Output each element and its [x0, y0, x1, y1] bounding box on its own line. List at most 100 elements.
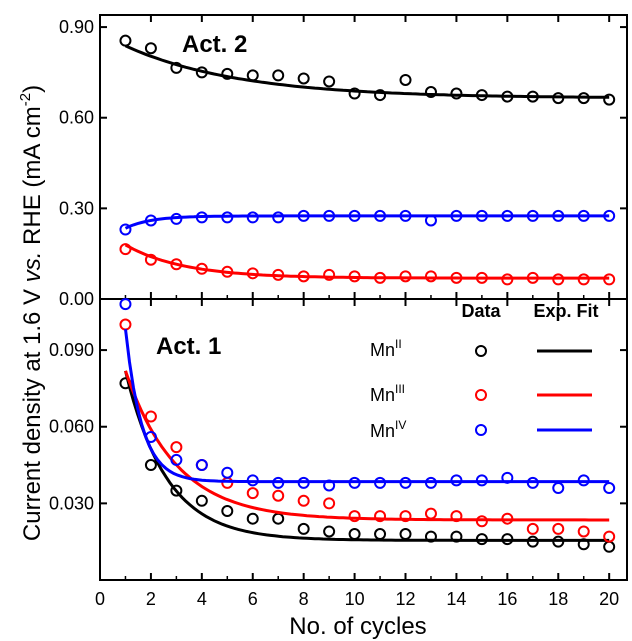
- data-point-1-2-4: [221, 466, 234, 479]
- data-point-1-0-14: [475, 533, 488, 546]
- data-point-0-2-4: [221, 211, 234, 224]
- legend-label-mn3-base: Mn: [370, 385, 395, 405]
- x-tick-label-7: 14: [446, 589, 466, 609]
- y-axis-label-sup: -2: [17, 93, 34, 106]
- x-tick-label-9: 18: [548, 589, 568, 609]
- legend-label-mn4-base: Mn: [370, 421, 395, 441]
- data-point-1-2-15: [501, 471, 514, 484]
- data-point-0-2-14: [475, 209, 488, 222]
- data-point-0-2-1: [144, 214, 157, 227]
- data-point-0-0-15: [501, 90, 514, 103]
- data-point-0-1-14: [475, 271, 488, 284]
- data-point-1-2-7: [297, 476, 310, 489]
- data-point-0-2-10: [374, 209, 387, 222]
- data-point-1-1-13: [450, 510, 463, 523]
- data-point-0-2-9: [348, 209, 361, 222]
- data-point-1-1-4: [221, 476, 234, 489]
- legend-label-mn2-base: Mn: [370, 340, 395, 360]
- data-point-1-0-12: [424, 530, 437, 543]
- data-point-0-1-9: [348, 270, 361, 283]
- data-point-0-1-11: [399, 270, 412, 283]
- data-point-1-2-14: [475, 474, 488, 487]
- data-point-1-2-17: [552, 482, 565, 495]
- legend-marker-mn4: [475, 424, 487, 436]
- y-tick-label-0-3: 0.90: [59, 17, 94, 37]
- data-point-1-1-8: [323, 497, 336, 510]
- data-point-1-1-1: [144, 410, 157, 423]
- y-tick-label-1-2: 0.090: [49, 340, 94, 360]
- data-point-0-2-3: [195, 211, 208, 224]
- data-point-1-0-19: [603, 540, 616, 553]
- panel-frame-1: [99, 298, 628, 581]
- legend-marker-mn3: [475, 389, 487, 401]
- y-tick-label-0-1: 0.30: [59, 198, 94, 218]
- data-point-0-2-19: [603, 209, 616, 222]
- data-point-1-0-15: [501, 533, 514, 546]
- data-point-1-2-19: [603, 482, 616, 495]
- data-point-1-2-1: [144, 430, 157, 443]
- legend-label-mn4: MnIV: [370, 418, 406, 441]
- x-axis-label: No. of cycles: [289, 613, 426, 640]
- data-point-1-0-11: [399, 528, 412, 541]
- legend-marker-mn2: [475, 345, 487, 357]
- data-point-1-0-10: [374, 528, 387, 541]
- data-point-0-1-17: [552, 273, 565, 286]
- data-point-0-1-13: [450, 271, 463, 284]
- data-point-0-2-18: [577, 209, 590, 222]
- data-point-0-1-15: [501, 273, 514, 286]
- panel-frame-0: [99, 14, 628, 300]
- data-point-1-1-9: [348, 510, 361, 523]
- data-point-0-0-13: [450, 87, 463, 100]
- data-point-1-0-3: [195, 494, 208, 507]
- data-point-1-2-0: [119, 298, 132, 311]
- panel-title-act2: Act. 2: [182, 31, 247, 58]
- x-tick-label-0: 0: [95, 589, 105, 609]
- legend-header-data: Data: [461, 301, 501, 321]
- data-point-0-0-8: [323, 75, 336, 88]
- data-point-0-1-10: [374, 271, 387, 284]
- data-point-1-2-16: [526, 476, 539, 489]
- legend-label-mn2: MnII: [370, 337, 402, 360]
- data-point-0-1-8: [323, 268, 336, 281]
- y-tick-label-1-0: 0.030: [49, 493, 94, 513]
- x-tick-label-1: 2: [146, 589, 156, 609]
- data-point-1-0-6: [272, 512, 285, 525]
- data-point-1-1-6: [272, 489, 285, 502]
- x-tick-label-4: 8: [299, 589, 309, 609]
- legend-label-mn3: MnIII: [370, 382, 405, 405]
- data-point-1-2-11: [399, 476, 412, 489]
- legend: Data Exp. Fit MnII MnIII MnIV: [370, 301, 599, 441]
- data-point-1-0-9: [348, 528, 361, 541]
- data-point-0-0-5: [246, 69, 259, 82]
- data-point-1-2-9: [348, 476, 361, 489]
- y-tick-label-0-2: 0.60: [59, 108, 94, 128]
- data-point-0-0-4: [221, 67, 234, 80]
- legend-label-mn3-sup: III: [395, 382, 405, 396]
- data-point-0-1-5: [246, 267, 259, 280]
- data-point-1-0-7: [297, 522, 310, 535]
- data-point-0-2-8: [323, 209, 336, 222]
- y-tick-label-0-0: 0.00: [59, 289, 94, 309]
- x-tick-label-10: 20: [599, 589, 619, 609]
- data-point-1-2-18: [577, 474, 590, 487]
- data-point-0-0-19: [603, 93, 616, 106]
- data-point-1-0-8: [323, 525, 336, 538]
- data-point-1-0-1: [144, 459, 157, 472]
- x-tick-label-3: 6: [248, 589, 258, 609]
- data-point-0-1-3: [195, 262, 208, 275]
- data-point-0-0-16: [526, 90, 539, 103]
- data-point-1-2-5: [246, 474, 259, 487]
- data-point-0-0-9: [348, 87, 361, 100]
- data-point-0-1-12: [424, 270, 437, 283]
- data-point-1-1-11: [399, 510, 412, 523]
- data-point-1-1-5: [246, 487, 259, 500]
- data-point-0-0-6: [272, 69, 285, 82]
- data-point-0-1-18: [577, 273, 590, 286]
- data-point-0-2-6: [272, 211, 285, 224]
- data-point-1-2-6: [272, 476, 285, 489]
- x-tick-label-5: 10: [345, 589, 365, 609]
- data-point-1-0-18: [577, 538, 590, 551]
- data-point-1-1-17: [552, 522, 565, 535]
- data-point-0-0-11: [399, 73, 412, 86]
